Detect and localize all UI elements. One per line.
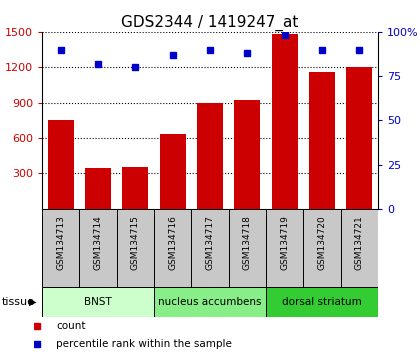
- Bar: [122, 167, 148, 209]
- Text: GSM134717: GSM134717: [205, 215, 215, 270]
- Bar: [234, 100, 260, 209]
- Text: ▶: ▶: [29, 297, 36, 307]
- Bar: [341, 209, 378, 287]
- Text: nucleus accumbens: nucleus accumbens: [158, 297, 262, 307]
- Bar: [85, 168, 111, 209]
- Bar: [42, 287, 154, 317]
- Text: GSM134716: GSM134716: [168, 215, 177, 270]
- Text: GSM134720: GSM134720: [318, 215, 326, 270]
- Title: GDS2344 / 1419247_at: GDS2344 / 1419247_at: [121, 14, 299, 30]
- Bar: [47, 120, 74, 209]
- Bar: [303, 209, 341, 287]
- Bar: [272, 34, 298, 209]
- Bar: [42, 209, 79, 287]
- Bar: [228, 209, 266, 287]
- Text: count: count: [56, 321, 86, 331]
- Text: tissue: tissue: [2, 297, 35, 307]
- Bar: [309, 72, 335, 209]
- Bar: [79, 209, 117, 287]
- Bar: [346, 67, 373, 209]
- Bar: [192, 209, 228, 287]
- Bar: [154, 209, 192, 287]
- Bar: [266, 287, 378, 317]
- Bar: [154, 287, 266, 317]
- Text: GSM134715: GSM134715: [131, 215, 140, 270]
- Text: percentile rank within the sample: percentile rank within the sample: [56, 339, 232, 349]
- Text: GSM134718: GSM134718: [243, 215, 252, 270]
- Bar: [197, 103, 223, 209]
- Text: GSM134721: GSM134721: [355, 215, 364, 270]
- Text: GSM134719: GSM134719: [280, 215, 289, 270]
- Text: GSM134713: GSM134713: [56, 215, 65, 270]
- Bar: [160, 134, 186, 209]
- Text: GSM134714: GSM134714: [94, 215, 102, 270]
- Bar: [266, 209, 303, 287]
- Bar: [117, 209, 154, 287]
- Text: dorsal striatum: dorsal striatum: [282, 297, 362, 307]
- Text: BNST: BNST: [84, 297, 112, 307]
